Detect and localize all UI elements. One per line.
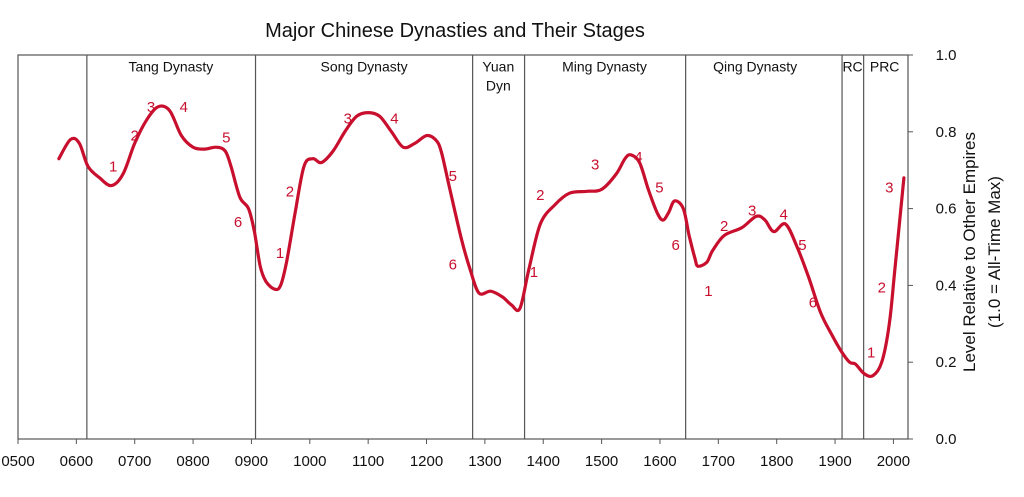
x-tick-label: 2000 <box>877 453 910 470</box>
stage-label: 6 <box>672 237 680 254</box>
x-tick-label: 0900 <box>235 453 268 470</box>
stage-label: 1 <box>276 245 284 262</box>
dynasty-label: Qing Dynasty <box>713 59 797 75</box>
x-tick-label: 0500 <box>1 453 34 470</box>
y-axis-label-line2: (1.0 = All-Time Max) <box>985 176 1004 328</box>
stage-label: 2 <box>286 183 294 200</box>
stage-label: 2 <box>131 128 139 145</box>
plot-frame <box>17 54 909 440</box>
dynasty-label: PRC <box>870 59 900 75</box>
stage-label: 4 <box>780 206 788 223</box>
stage-label: 6 <box>449 256 457 273</box>
stage-label: 2 <box>720 218 728 235</box>
x-tick-label: 0700 <box>118 453 151 470</box>
x-tick-label: 1100 <box>352 453 384 470</box>
stage-label: 3 <box>885 179 893 196</box>
stage-label: 2 <box>536 187 544 204</box>
stage-label: 5 <box>449 168 457 185</box>
stage-label: 1 <box>704 283 712 300</box>
x-tick-label: 1600 <box>643 453 676 470</box>
stage-label: 6 <box>809 295 817 312</box>
stage-label: 3 <box>344 110 352 127</box>
y-tick-label: 0.4 <box>936 277 957 294</box>
stage-label: 6 <box>234 214 242 231</box>
stage-label: 3 <box>748 203 756 220</box>
stage-label: 4 <box>634 149 642 166</box>
x-tick-label: 1400 <box>527 453 560 470</box>
stage-label: 3 <box>147 99 155 116</box>
stage-label: 5 <box>655 179 663 196</box>
x-tick-label: 1500 <box>585 453 618 470</box>
dynasty-label: Song Dynasty <box>320 59 407 75</box>
dynasty-label: Yuan <box>482 59 514 75</box>
x-tick-label: 1200 <box>410 453 443 470</box>
stage-label: 1 <box>109 158 117 175</box>
dynasty-label: Ming Dynasty <box>562 59 647 75</box>
x-tick-label: 1300 <box>468 453 501 470</box>
stage-label: 3 <box>591 156 599 173</box>
stage-label: 4 <box>180 99 188 116</box>
stage-label: 1 <box>867 345 875 362</box>
x-tick-label: 1800 <box>760 453 793 470</box>
y-axis-label: Level Relative to Other Empires <box>960 132 979 372</box>
chart-title: Major Chinese Dynasties and Their Stages <box>265 20 645 42</box>
y-tick-label: 0.0 <box>936 431 957 448</box>
dynasty-label: Dyn <box>486 78 511 94</box>
x-tick-label: 1900 <box>818 453 851 470</box>
dynasty-label: Tang Dynasty <box>128 59 213 75</box>
stage-label: 4 <box>390 110 398 127</box>
x-tick-label: 0800 <box>176 453 209 470</box>
y-tick-label: 0.2 <box>936 354 957 371</box>
x-tick-label: 1700 <box>702 453 735 470</box>
y-tick-label: 1.0 <box>936 47 957 64</box>
series-line <box>57 104 906 379</box>
stage-label: 5 <box>798 237 806 254</box>
stage-label: 1 <box>530 264 538 281</box>
dynasty-label: RC <box>842 59 862 75</box>
stage-label: 2 <box>878 279 886 296</box>
y-tick-label: 0.6 <box>936 201 957 218</box>
x-tick-label: 0600 <box>60 453 93 470</box>
x-tick-label: 1000 <box>293 453 326 470</box>
stage-label: 5 <box>222 130 230 147</box>
y-tick-label: 0.8 <box>936 124 957 141</box>
